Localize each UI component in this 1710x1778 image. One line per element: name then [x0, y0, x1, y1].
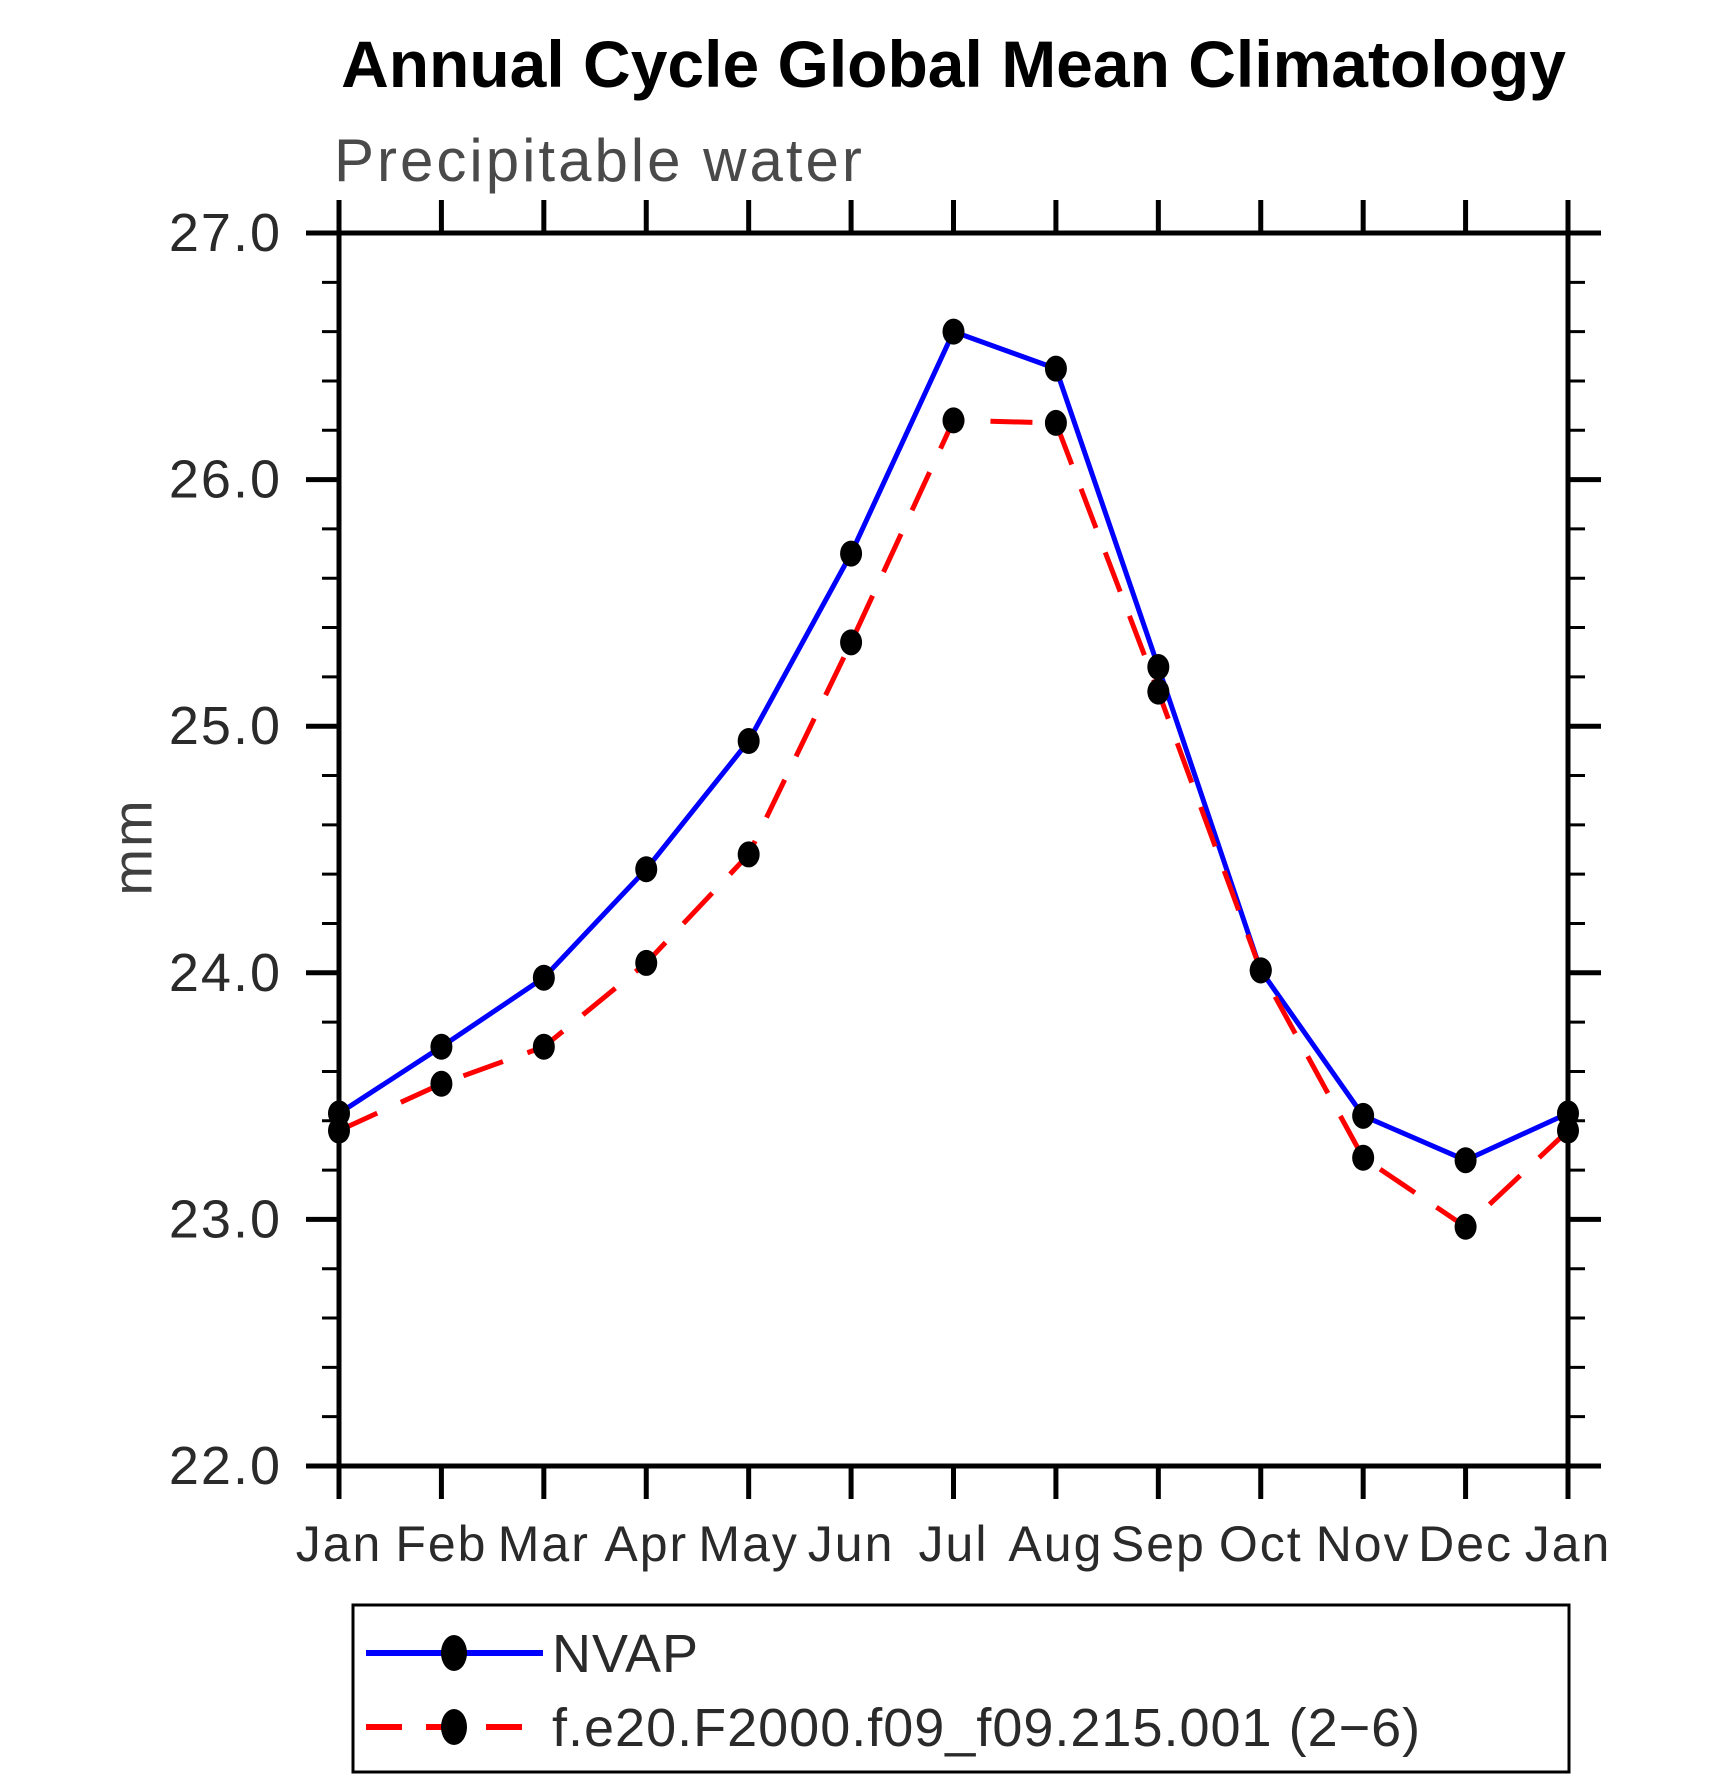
data-point-marker [1557, 1117, 1579, 1144]
data-point-marker [430, 1033, 453, 1060]
data-point-marker [532, 964, 555, 991]
legend-label: NVAP [552, 1624, 699, 1684]
data-point-marker [635, 949, 658, 976]
y-tick-label: 27.0 [169, 203, 282, 263]
chart-title: Annual Cycle Global Mean Climatology [341, 27, 1566, 101]
chart-subtitle: Precipitable water [334, 127, 865, 194]
data-point-marker [1454, 1213, 1477, 1240]
x-tick-label: Dec [1418, 1516, 1513, 1572]
y-tick-label: 22.0 [169, 1436, 282, 1496]
x-tick-label: Oct [1219, 1516, 1303, 1572]
data-point-marker [840, 540, 863, 567]
x-tick-label: May [698, 1516, 798, 1572]
data-point-marker [737, 841, 760, 868]
y-tick-label: 26.0 [169, 450, 282, 510]
y-tick-label: 25.0 [169, 696, 282, 756]
data-point-marker [942, 407, 965, 434]
y-axis-label: mm [100, 798, 164, 896]
data-point-marker [737, 727, 760, 754]
legend-label: f.e20.F2000.f09_f09.215.001 (2−6) [552, 1698, 1421, 1758]
y-tick-label: 24.0 [169, 943, 282, 1003]
data-point-marker [635, 856, 658, 883]
data-point-marker [1352, 1102, 1375, 1129]
data-point-marker [1044, 409, 1067, 436]
data-point-marker [1044, 355, 1067, 382]
data-point-marker [942, 318, 965, 345]
x-tick-label: Mar [498, 1516, 590, 1572]
x-tick-label: Jun [808, 1516, 895, 1572]
data-point-marker [1352, 1144, 1375, 1171]
x-tick-label: Jan [1525, 1516, 1612, 1572]
data-point-marker [328, 1117, 350, 1144]
legend-marker [441, 1709, 467, 1745]
legend-marker [441, 1635, 467, 1671]
x-tick-label: Jan [296, 1516, 383, 1572]
data-point-marker [1249, 957, 1272, 984]
x-tick-label: Sep [1111, 1516, 1206, 1572]
data-point-marker [840, 629, 863, 656]
legend-box [351, 1603, 1571, 1774]
data-point-marker [1147, 678, 1170, 705]
data-point-marker [430, 1070, 453, 1097]
x-tick-label: Nov [1316, 1516, 1411, 1572]
x-tick-label: Jul [919, 1516, 989, 1572]
data-point-marker [1454, 1147, 1477, 1174]
y-tick-label: 23.0 [169, 1189, 282, 1249]
data-point-marker [1147, 654, 1170, 681]
series-line-model [337, 417, 1570, 1230]
series-line-nvap [337, 328, 1570, 1163]
x-tick-label: Apr [604, 1516, 688, 1572]
data-point-marker [532, 1033, 555, 1060]
x-tick-label: Feb [395, 1516, 487, 1572]
x-tick-label: Aug [1008, 1516, 1103, 1572]
plot-border [336, 230, 1571, 1469]
